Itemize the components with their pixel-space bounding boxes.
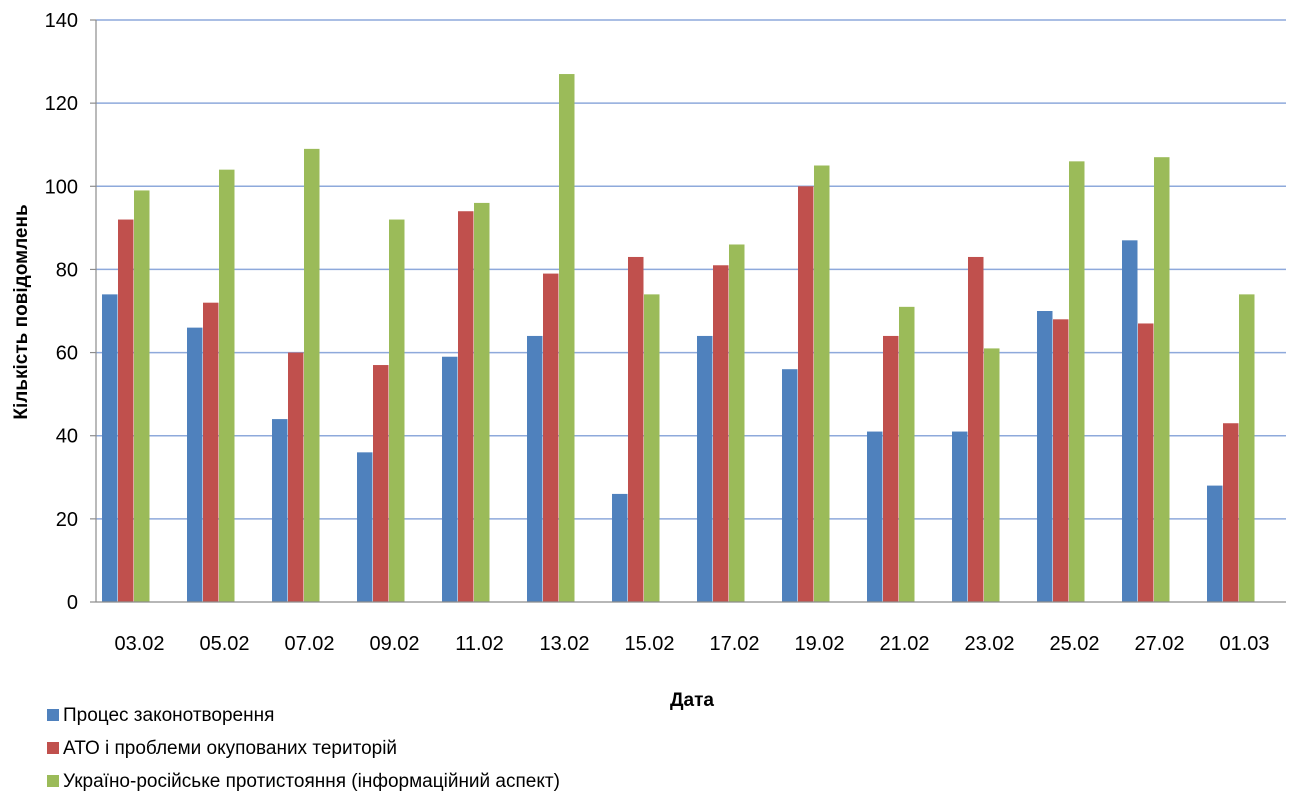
x-tick-label: 21.02 [879, 633, 929, 655]
bar-3-27.02 [1154, 157, 1170, 602]
x-tick-label: 27.02 [1134, 633, 1184, 655]
bar-2-27.02 [1138, 323, 1154, 602]
bar-3-03.02 [134, 190, 150, 602]
x-tick-label: 03.02 [114, 633, 164, 655]
x-tick-label: 13.02 [539, 633, 589, 655]
x-tick-label: 23.02 [964, 633, 1014, 655]
legend-label: Процес законотворення [63, 705, 274, 726]
x-axis-title: Дата [670, 690, 714, 711]
bar-3-13.02 [559, 74, 575, 603]
y-tick-label: 20 [56, 509, 78, 531]
axes [90, 19, 1286, 603]
y-tick-label: 0 [67, 592, 78, 614]
y-tick-label: 60 [56, 343, 78, 365]
x-tick-label: 15.02 [624, 633, 674, 655]
legend: Процес законотворення АТО і проблеми окуп… [47, 705, 560, 792]
y-tick-label: 80 [56, 259, 78, 281]
bar-1-01.03 [1207, 485, 1223, 602]
x-tick-label: 25.02 [1049, 633, 1099, 655]
bar-3-15.02 [644, 294, 660, 602]
x-tick-label: 19.02 [794, 633, 844, 655]
bar-1-19.02 [782, 369, 798, 602]
legend-label: Україно-російське протистояння (інформац… [63, 771, 560, 792]
bar-1-03.02 [102, 294, 118, 602]
bar-2-21.02 [883, 335, 899, 602]
x-tick-label: 11.02 [455, 633, 504, 655]
x-tick-labels: 03.02 05.02 07.02 09.02 11.02 13.02 15.02 17.02… [114, 633, 1269, 655]
bar-3-01.03 [1239, 294, 1255, 602]
legend-swatch [47, 709, 59, 721]
bar-3-07.02 [304, 148, 320, 602]
bar-3-19.02 [814, 165, 830, 602]
legend-label: АТО і проблеми окупованих територій [63, 738, 397, 759]
bar-2-25.02 [1053, 319, 1069, 602]
bar-2-15.02 [628, 256, 644, 602]
bar-2-09.02 [373, 365, 389, 602]
y-tick-label: 140 [45, 10, 78, 32]
y-tick-label: 100 [45, 176, 78, 198]
bars [102, 74, 1255, 603]
bar-1-25.02 [1037, 311, 1053, 602]
bar-2-07.02 [288, 352, 304, 602]
bar-1-11.02 [442, 356, 458, 602]
bar-2-17.02 [713, 265, 729, 602]
bar-3-25.02 [1069, 161, 1085, 603]
x-tick-label: 05.02 [199, 633, 249, 655]
bar-3-11.02 [474, 202, 490, 602]
x-tick-label: 17.02 [709, 633, 759, 655]
bar-3-17.02 [729, 244, 745, 602]
bar-2-03.02 [118, 219, 134, 603]
bar-1-27.02 [1122, 240, 1138, 603]
bar-3-09.02 [389, 219, 405, 603]
y-axis-title: Кількість повідомлень [11, 204, 32, 419]
bar-1-05.02 [187, 327, 203, 602]
legend-swatch [47, 742, 59, 754]
bar-1-21.02 [867, 431, 883, 602]
bar-2-11.02 [458, 211, 474, 602]
bar-2-19.02 [798, 186, 814, 603]
x-tick-label: 09.02 [369, 633, 419, 655]
bar-3-05.02 [219, 169, 235, 602]
bar-2-01.03 [1223, 423, 1239, 602]
x-tick-label: 07.02 [284, 633, 334, 655]
bar-3-23.02 [984, 348, 1000, 602]
bar-1-09.02 [357, 452, 373, 602]
y-tick-labels: 0 20 40 60 80 100 120 140 [45, 10, 78, 614]
x-tick-label: 01.03 [1219, 633, 1269, 655]
y-tick-label: 120 [45, 93, 78, 115]
bar-2-05.02 [203, 302, 219, 602]
bar-1-13.02 [527, 335, 543, 602]
bar-2-23.02 [968, 256, 984, 602]
y-tick-label: 40 [56, 426, 78, 448]
bar-1-15.02 [612, 493, 628, 602]
legend-swatch [47, 775, 59, 787]
bar-1-17.02 [697, 335, 713, 602]
bar-2-13.02 [543, 273, 559, 602]
bar-3-21.02 [899, 306, 915, 602]
bar-1-07.02 [272, 419, 288, 602]
bar-1-23.02 [952, 431, 968, 602]
